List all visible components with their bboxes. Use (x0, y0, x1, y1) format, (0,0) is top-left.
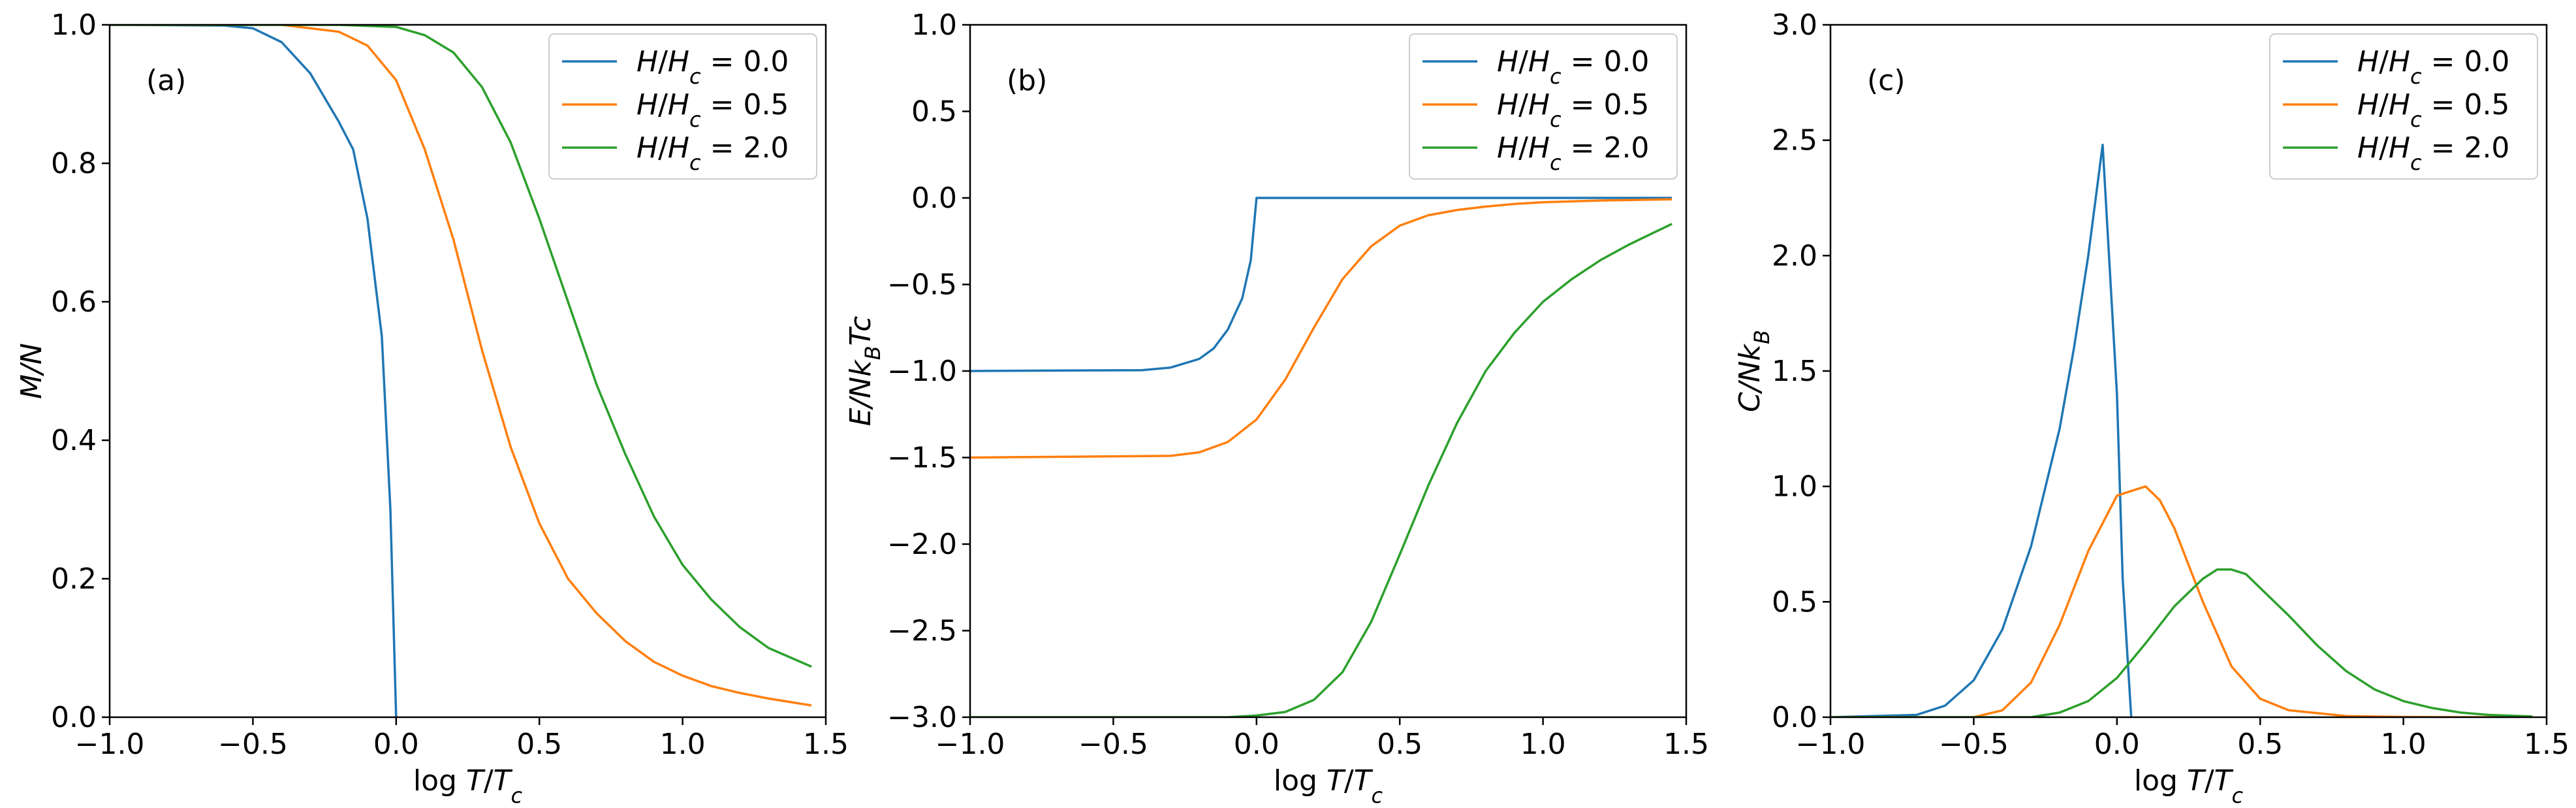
x-tick-label: 1.0 (1520, 728, 1566, 761)
x-tick-label: 1.5 (803, 728, 849, 761)
x-tick-label: 0.5 (516, 728, 562, 761)
x-tick-label: −0.5 (1939, 728, 2009, 761)
y-tick-label: 0.0 (911, 182, 957, 215)
y-tick-label: 0.5 (1772, 585, 1817, 619)
y-tick-label: −0.5 (887, 268, 957, 302)
x-tick-label: −1.0 (75, 728, 145, 761)
x-tick-label: 0.5 (1377, 728, 1422, 761)
x-axis-label: log T/Tc (413, 764, 523, 808)
x-tick-label: 1.5 (2524, 728, 2569, 761)
y-tick-label: 0.6 (51, 285, 97, 319)
y-tick-label: 0.5 (911, 95, 957, 129)
legend-entry-label: H/Hc = 2.0 (1497, 131, 1649, 175)
series-line-2 (110, 25, 812, 707)
x-tick-label: −1.0 (935, 728, 1005, 761)
y-tick-label: 2.5 (1772, 124, 1817, 157)
series-line-2 (970, 198, 1673, 459)
y-tick-label: 3.0 (1772, 8, 1817, 42)
y-tick-label: 1.0 (51, 8, 97, 42)
y-tick-label: 2.0 (1772, 239, 1817, 272)
panel-2: −1.0 −0.5 0.0 0.5 1.0 1.5 −3.0 −2.5 −2.0 −1.5 −1.0… (844, 8, 1709, 808)
y-tick-label: 0.4 (51, 424, 97, 457)
legend-box (548, 33, 817, 180)
legend-entry-label: H/Hc = 0.0 (2357, 45, 2509, 89)
x-axis-label: log T/Tc (1274, 764, 1383, 808)
legend-entry-label: H/Hc = 2.0 (2357, 131, 2509, 175)
panel-3: −1.0 −0.5 0.0 0.5 1.0 1.5 0.0 0.5 1.0 1.5 2.0 2.5 3.… (1733, 8, 2569, 808)
panel-1: −1.0 −0.5 0.0 0.5 1.0 1.5 0.0 0.2 0.4 0.6 0.8 1.0 lo… (15, 8, 849, 808)
axes-frame (108, 24, 827, 719)
series-line-1 (110, 25, 398, 717)
panel-label: (c) (1867, 64, 1906, 97)
y-tick-label: 0.2 (51, 562, 97, 596)
x-tick-label: 0.5 (2237, 728, 2283, 761)
y-tick-label: 0.8 (51, 147, 97, 180)
panel-label: (a) (146, 64, 186, 97)
series-line-3 (970, 223, 1673, 717)
legend: H/Hc = 0.0H/Hc = 0.5H/Hc = 2.0 (548, 33, 817, 180)
y-tick-label: −2.5 (887, 615, 957, 648)
y-tick-label: 0.0 (1772, 701, 1817, 734)
legend-entry-label: H/Hc = 0.5 (1497, 88, 1649, 132)
series-line-1 (1830, 143, 2133, 717)
legend-entry-label: H/Hc = 0.0 (636, 45, 789, 89)
x-tick-label: −0.5 (1078, 728, 1148, 761)
legend-box (1409, 33, 1678, 180)
legend: H/Hc = 0.0H/Hc = 0.5H/Hc = 2.0 (1409, 33, 1678, 180)
y-tick-label: −2.0 (887, 528, 957, 561)
x-tick-label: −0.5 (218, 728, 288, 761)
legend-entry-label: H/Hc = 0.0 (1497, 45, 1649, 89)
legend-box (2269, 33, 2538, 180)
x-tick-label: −1.0 (1796, 728, 1866, 761)
y-axis-label: M/N (15, 343, 48, 399)
series-line-2 (1830, 485, 2533, 717)
y-tick-label: 1.0 (911, 8, 957, 42)
series-line-1 (970, 197, 1673, 372)
x-tick-label: 1.0 (2381, 728, 2427, 761)
legend: H/Hc = 0.0H/Hc = 0.5H/Hc = 2.0 (2269, 33, 2538, 180)
legend-entry-label: H/Hc = 0.5 (636, 88, 789, 132)
y-axis-label: E/NkBTc (844, 316, 886, 427)
y-tick-label: 0.0 (51, 701, 97, 734)
x-tick-label: 1.5 (1663, 728, 1709, 761)
legend-entry-label: H/Hc = 2.0 (636, 131, 789, 175)
x-tick-label: 1.0 (660, 728, 706, 761)
x-tick-label: 0.0 (2094, 728, 2140, 761)
y-tick-label: 1.5 (1772, 355, 1817, 388)
y-axis-label: C/NkB (1733, 330, 1775, 412)
y-tick-label: −3.0 (887, 701, 957, 734)
legend-entry-label: H/Hc = 0.5 (2357, 88, 2509, 132)
x-tick-label: 0.0 (1234, 728, 1280, 761)
y-tick-label: 1.0 (1772, 470, 1817, 504)
y-tick-label: −1.0 (887, 355, 957, 388)
y-tick-label: −1.5 (887, 442, 957, 475)
series-line-3 (1830, 568, 2533, 717)
series-line-3 (110, 25, 812, 668)
x-axis-label: log T/Tc (2134, 764, 2244, 808)
x-tick-label: 0.0 (373, 728, 419, 761)
panel-label: (b) (1007, 64, 1047, 97)
